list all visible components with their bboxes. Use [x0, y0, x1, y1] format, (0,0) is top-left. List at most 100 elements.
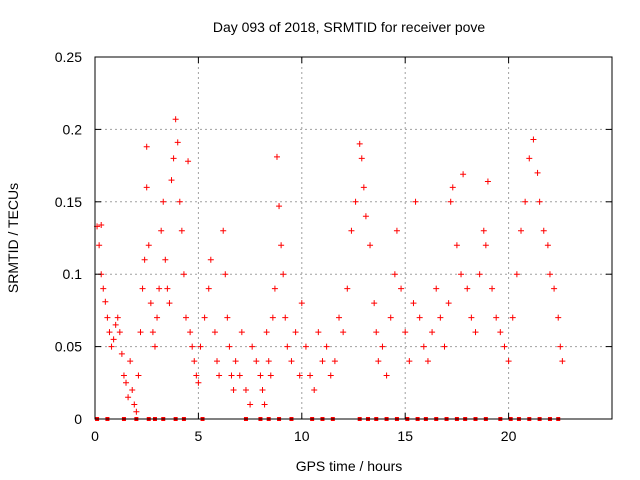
data-point — [559, 358, 566, 365]
chart-title: Day 093 of 2018, SRMTID for receiver pov… — [213, 19, 486, 35]
data-point — [501, 343, 508, 350]
data-point — [263, 329, 270, 336]
data-point — [327, 372, 334, 379]
data-point — [464, 285, 471, 292]
data-point — [383, 372, 390, 379]
data-point — [253, 358, 260, 365]
data-point — [185, 158, 192, 165]
data-point — [398, 285, 405, 292]
data-point — [135, 372, 142, 379]
data-point — [129, 387, 136, 394]
data-point — [168, 177, 175, 184]
data-point — [139, 285, 146, 292]
data-point — [123, 379, 130, 386]
data-point — [220, 227, 227, 234]
data-point — [259, 387, 266, 394]
data-point — [98, 221, 105, 228]
data-point — [265, 358, 272, 365]
data-point — [232, 358, 239, 365]
data-point — [336, 314, 343, 321]
data-point — [458, 271, 465, 278]
data-point — [228, 372, 235, 379]
y-tick-label: 0.25 — [55, 49, 82, 65]
data-point — [298, 300, 305, 307]
data-point — [118, 350, 125, 357]
data-point — [302, 343, 309, 350]
data-point — [261, 401, 268, 408]
data-point — [420, 343, 427, 350]
data-point — [433, 285, 440, 292]
data-point — [296, 372, 303, 379]
data-point — [112, 321, 119, 328]
data-point — [534, 169, 541, 176]
data-point — [416, 314, 423, 321]
data-point — [269, 314, 276, 321]
data-point — [156, 285, 163, 292]
data-point — [178, 227, 185, 234]
x-axis-label: GPS time / hours — [296, 458, 403, 474]
y-tick-label: 0.05 — [55, 339, 82, 355]
data-point — [120, 372, 127, 379]
data-point — [546, 271, 553, 278]
data-point — [191, 358, 198, 365]
y-axis-label: SRMTID / TECUs — [5, 183, 21, 293]
data-point — [267, 372, 274, 379]
data-point — [484, 178, 491, 185]
data-point — [271, 285, 278, 292]
data-point — [257, 372, 264, 379]
data-point — [307, 372, 314, 379]
data-point — [164, 285, 171, 292]
data-point — [340, 329, 347, 336]
data-point — [284, 343, 291, 350]
data-point — [348, 227, 355, 234]
data-point — [216, 372, 223, 379]
data-point — [222, 271, 229, 278]
data-point — [143, 184, 150, 191]
data-point — [127, 358, 134, 365]
y-tick-label: 0.1 — [63, 266, 83, 282]
data-point — [449, 184, 456, 191]
data-point — [557, 343, 564, 350]
data-point — [393, 227, 400, 234]
data-point — [108, 343, 115, 350]
data-point — [331, 358, 338, 365]
data-point — [149, 329, 156, 336]
data-point — [106, 329, 113, 336]
x-tick-label: 20 — [501, 428, 517, 444]
data-point — [133, 408, 140, 415]
x-tick-label: 15 — [397, 428, 413, 444]
data-point — [193, 372, 200, 379]
data-point — [387, 314, 394, 321]
data-point — [476, 271, 483, 278]
data-point — [100, 285, 107, 292]
data-point — [358, 155, 365, 162]
data-point — [460, 171, 467, 178]
data-point — [143, 143, 150, 150]
data-point — [280, 271, 287, 278]
data-point — [493, 314, 500, 321]
data-point — [180, 271, 187, 278]
data-point — [497, 329, 504, 336]
data-point — [468, 314, 475, 321]
data-point — [145, 242, 152, 249]
data-point — [344, 285, 351, 292]
tick-labels: 0 5 10 15 20 0 0.05 0.1 0.15 0.2 0.25 — [55, 49, 517, 444]
data-point — [162, 256, 169, 263]
data-point — [509, 314, 516, 321]
data-point — [114, 314, 121, 321]
data-point — [211, 329, 218, 336]
data-point — [472, 329, 479, 336]
data-point — [522, 198, 529, 205]
data-point — [276, 203, 283, 210]
data-point — [441, 343, 448, 350]
data-point — [437, 314, 444, 321]
data-point — [323, 343, 330, 350]
data-point — [402, 329, 409, 336]
data-point — [282, 314, 289, 321]
data-point — [412, 198, 419, 205]
data-point — [182, 314, 189, 321]
data-point — [195, 379, 202, 386]
data-point — [540, 227, 547, 234]
data-point — [197, 343, 204, 350]
data-point — [445, 300, 452, 307]
